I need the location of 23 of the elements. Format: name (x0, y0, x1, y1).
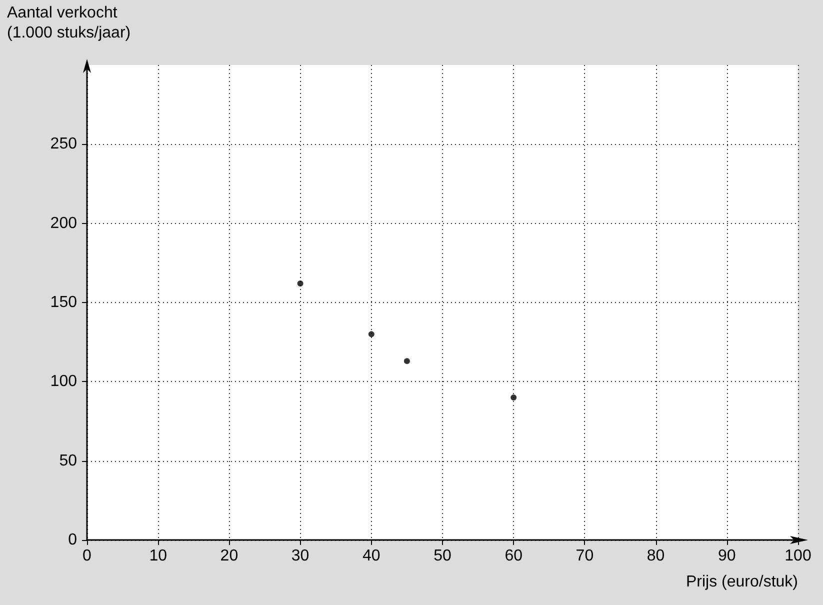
point (297, 280, 304, 286)
x-tick-label: 90 (718, 548, 736, 564)
point (510, 394, 517, 400)
x-tick-label: 70 (576, 548, 594, 564)
x-tick-label: 50 (434, 548, 452, 564)
point (368, 331, 374, 338)
x-tick-label: 60 (504, 548, 523, 564)
y-tick-label: 100 (50, 373, 78, 390)
y-tick-label: 0 (68, 532, 78, 548)
x-tick-label: 10 (149, 548, 168, 564)
x-tick-label: 0 (82, 548, 92, 564)
y-tick-label: 150 (50, 294, 78, 311)
x-tick-label: 40 (362, 548, 380, 564)
x-tick-label: 20 (220, 548, 238, 564)
y-tick-label: 50 (59, 452, 78, 470)
y-tick-label: 250 (50, 136, 78, 153)
y-axis-title: Aantal verkocht (1.000 stuks/jaar) (7, 4, 131, 42)
y-tick-label: 200 (50, 214, 78, 232)
point (404, 358, 410, 364)
x-tick-label: 80 (646, 548, 665, 564)
x-tick-label: 30 (291, 548, 310, 564)
x-tick-label: 100 (784, 548, 812, 564)
x-axis-title: Prijs (euro/stuk) (686, 574, 798, 590)
